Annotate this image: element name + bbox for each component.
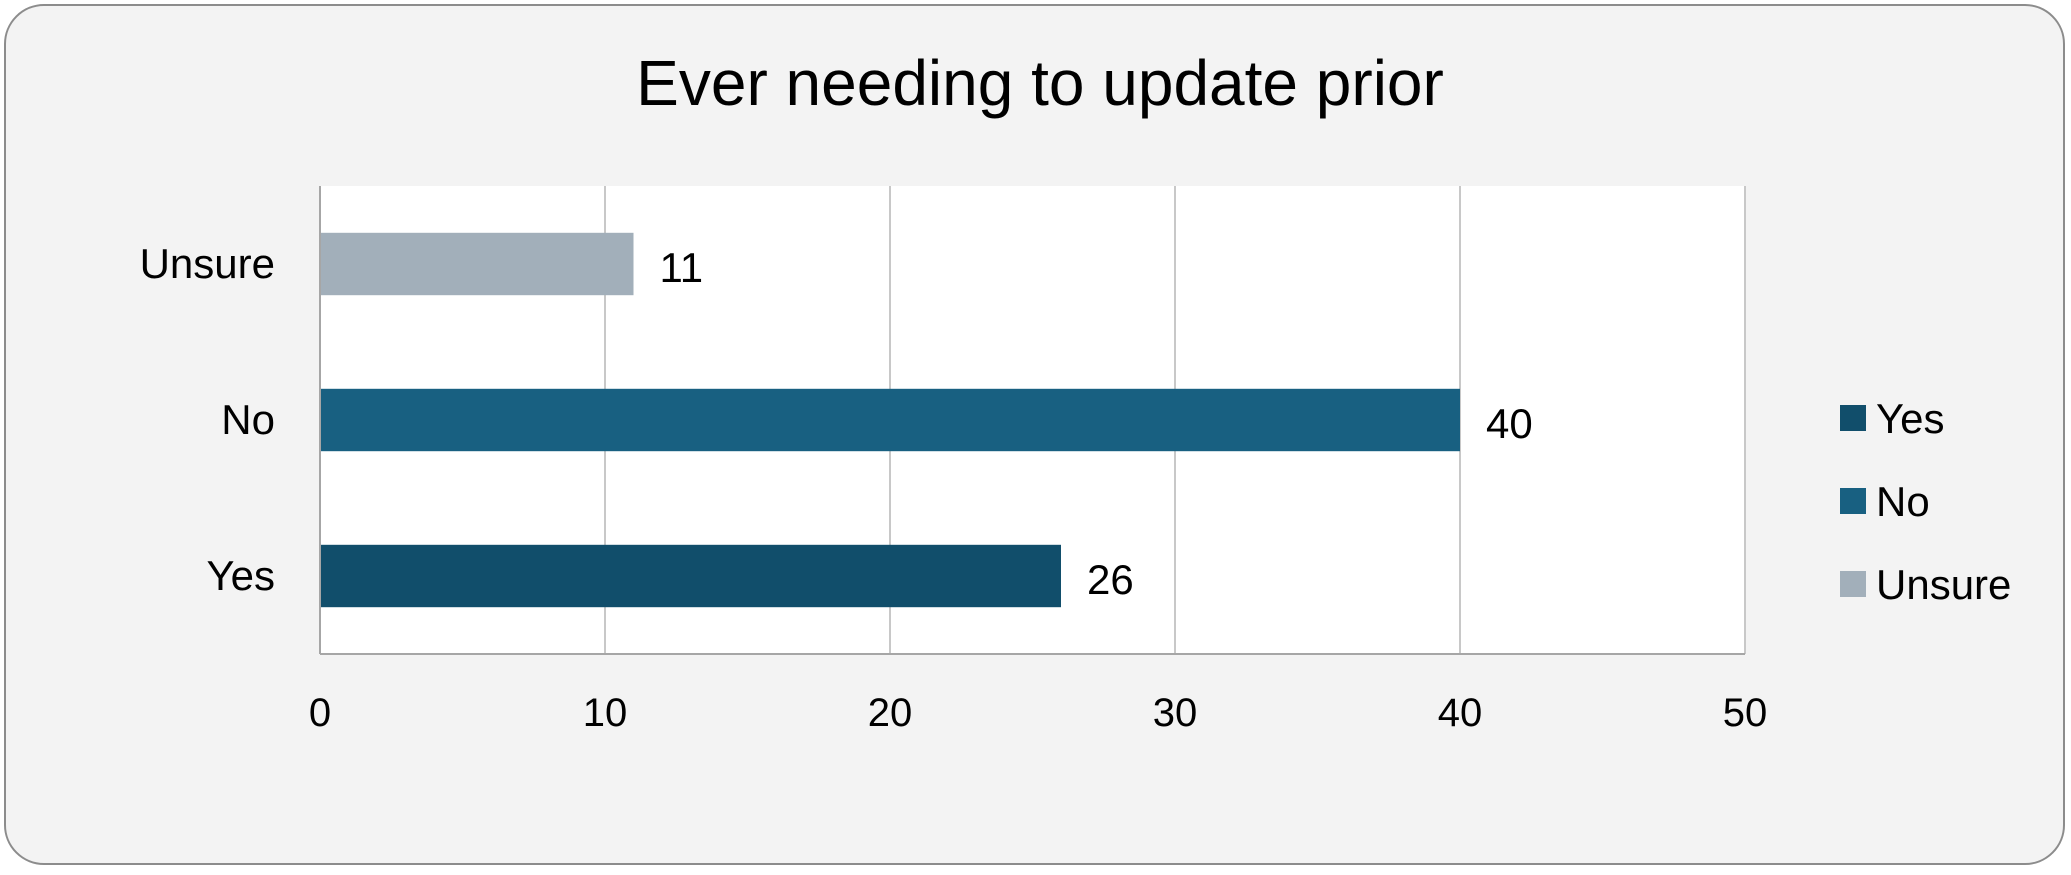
legend-swatch [1840, 571, 1866, 597]
x-tick-label: 40 [1438, 691, 1483, 735]
legend-swatch [1840, 488, 1866, 514]
x-tick-label: 50 [1723, 691, 1768, 735]
legend-label: Unsure [1876, 561, 2011, 608]
category-label: Unsure [140, 240, 275, 287]
legend-swatch [1840, 405, 1866, 431]
chart-title: Ever needing to update prior [636, 47, 1444, 119]
legend-label: No [1876, 478, 1930, 525]
x-tick-label: 20 [868, 691, 913, 735]
bar-yes [320, 544, 1061, 608]
axes [319, 186, 1745, 655]
bar-unsure [320, 232, 634, 296]
data-label: 40 [1486, 400, 1533, 447]
x-tick-label: 30 [1153, 691, 1198, 735]
x-tick-label: 10 [583, 691, 628, 735]
bars [320, 232, 1460, 608]
legend: Yes No Unsure [1840, 395, 2011, 608]
legend-label: Yes [1876, 395, 1945, 442]
data-label: 26 [1087, 556, 1134, 603]
x-tick-labels: 0 10 20 30 40 50 [309, 691, 1767, 735]
data-labels: 26 40 11 [660, 244, 1533, 603]
bar-no [320, 388, 1460, 452]
data-label: 11 [660, 244, 704, 291]
category-label: No [221, 396, 275, 443]
category-labels: Yes No Unsure [140, 240, 275, 599]
x-tick-label: 0 [309, 691, 331, 735]
category-label: Yes [206, 552, 275, 599]
